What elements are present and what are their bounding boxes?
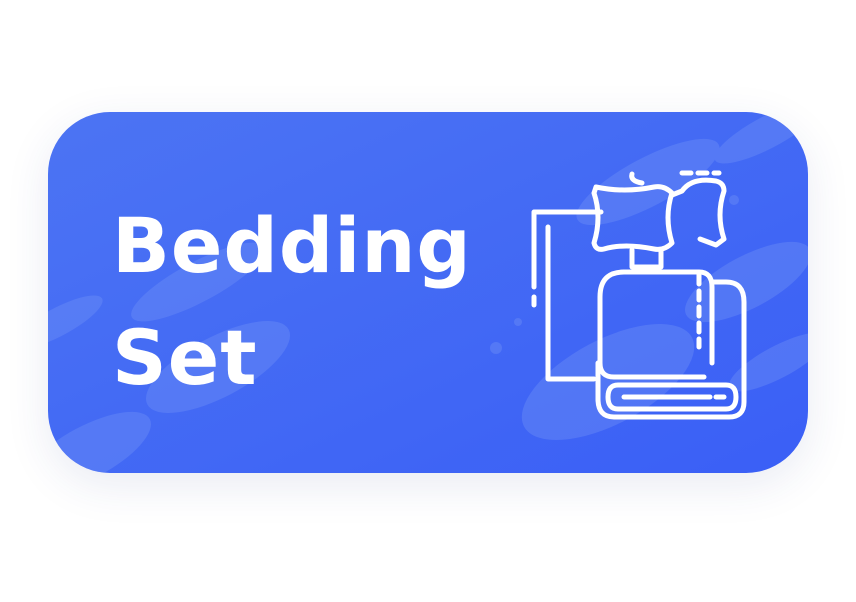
bedding-set-icon (531, 170, 747, 420)
card-title-line-2: Set (112, 313, 258, 402)
card-title-line-1: Bedding (112, 201, 472, 290)
category-card[interactable]: Bedding Set (48, 112, 808, 473)
card-title: Bedding Set (112, 190, 472, 414)
